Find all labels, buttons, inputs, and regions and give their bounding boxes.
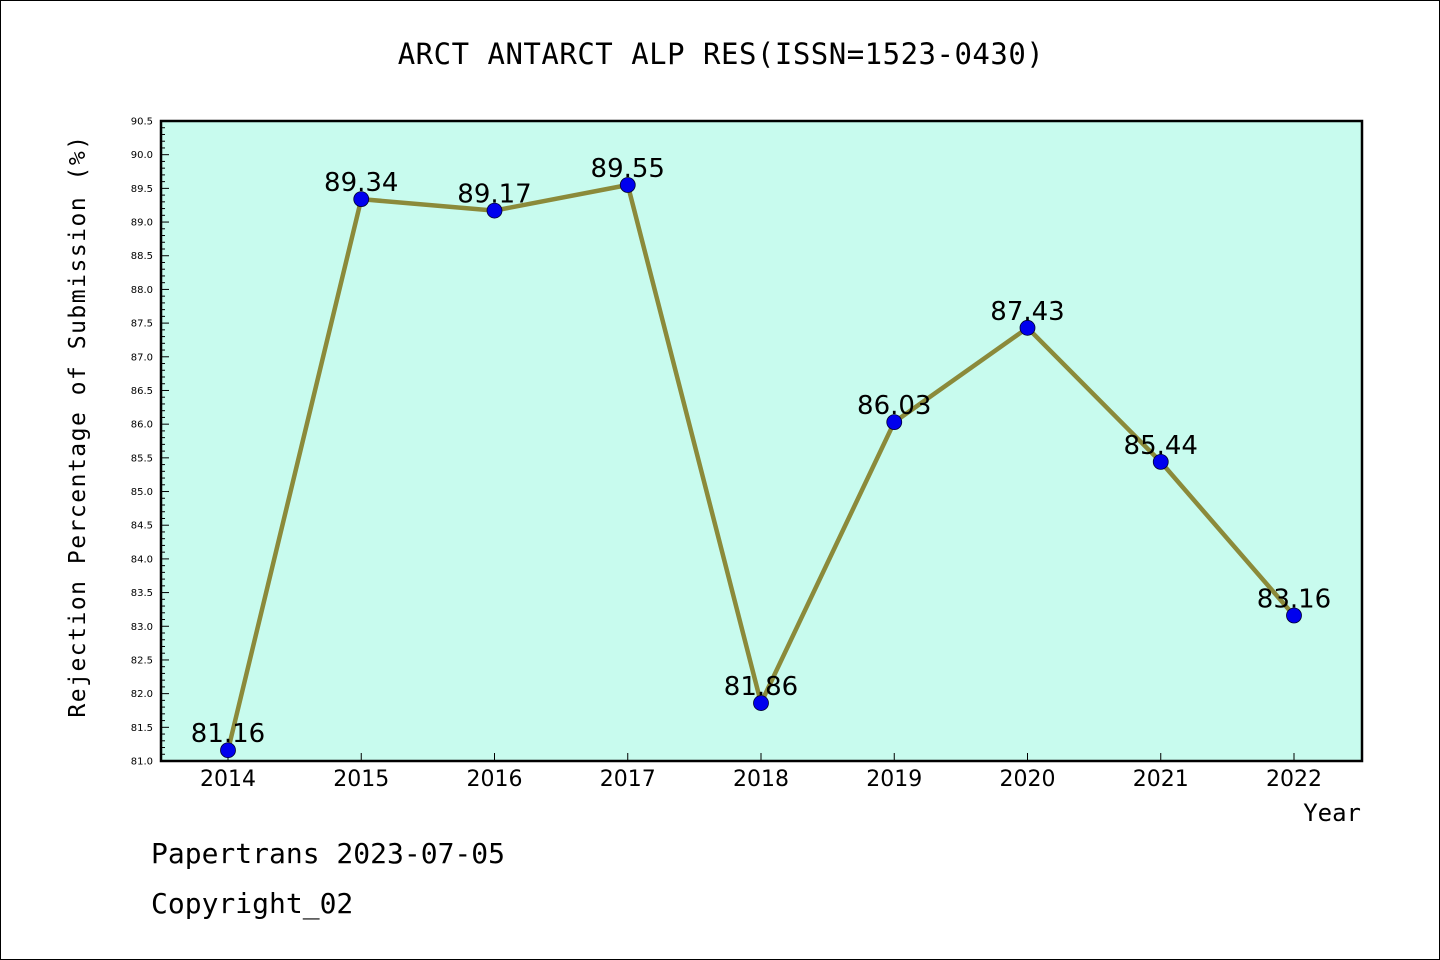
x-tick-label: 2020 bbox=[1000, 767, 1056, 792]
data-label: 81.16 bbox=[191, 719, 265, 749]
y-axis-label: Rejection Percentage of Submission (%) bbox=[65, 134, 91, 717]
data-point bbox=[220, 742, 236, 759]
y-tick-label: 85.5 bbox=[131, 453, 153, 464]
x-tick-label: 2015 bbox=[333, 767, 389, 792]
plot-area bbox=[161, 121, 1362, 761]
y-tick-label: 84.5 bbox=[131, 521, 153, 532]
x-tick-label: 2014 bbox=[200, 767, 256, 792]
y-tick-label: 89.0 bbox=[131, 218, 153, 229]
x-tick-label: 2019 bbox=[866, 767, 922, 792]
data-point bbox=[1286, 607, 1302, 624]
y-tick-label: 87.5 bbox=[131, 319, 153, 330]
data-point bbox=[1152, 453, 1169, 470]
y-tick-label: 86.0 bbox=[131, 420, 153, 431]
data-point bbox=[753, 695, 769, 711]
data-point bbox=[1019, 319, 1036, 336]
x-axis-label: Year bbox=[1303, 799, 1361, 827]
y-tick-label: 88.0 bbox=[131, 285, 153, 296]
y-tick-label: 82.0 bbox=[131, 689, 153, 700]
y-tick-label: 84.0 bbox=[131, 554, 153, 565]
data-point bbox=[886, 414, 903, 431]
y-tick-label: 90.0 bbox=[131, 150, 153, 161]
x-tick-label: 2018 bbox=[733, 767, 789, 792]
y-tick-label: 81.5 bbox=[131, 723, 153, 734]
plot-border bbox=[159, 119, 1364, 763]
data-label: 83.16 bbox=[1257, 584, 1331, 614]
x-tick-label: 2021 bbox=[1133, 767, 1189, 792]
y-tick-label: 89.5 bbox=[131, 184, 153, 195]
x-tick-label: 2016 bbox=[467, 767, 523, 792]
data-label: 85.44 bbox=[1124, 431, 1198, 461]
y-tick-label: 88.5 bbox=[131, 251, 153, 262]
data-label: 86.03 bbox=[857, 391, 931, 421]
y-tick-label: 90.5 bbox=[131, 117, 153, 128]
chart-title: ARCT ANTARCT ALP RES(ISSN=1523-0430) bbox=[397, 37, 1045, 71]
x-tick-label: 2017 bbox=[600, 767, 656, 792]
data-label: 81.86 bbox=[724, 672, 798, 702]
y-tick-label: 86.5 bbox=[131, 386, 153, 397]
y-tick-label: 83.5 bbox=[131, 588, 153, 599]
x-tick-label: 2022 bbox=[1266, 767, 1322, 792]
data-point bbox=[486, 202, 503, 219]
y-tick-label: 83.0 bbox=[131, 622, 153, 633]
footer-date: Papertrans 2023-07-05 bbox=[151, 837, 506, 870]
y-tick-label: 85.0 bbox=[131, 487, 153, 498]
data-point bbox=[353, 191, 370, 208]
data-label: 89.55 bbox=[591, 154, 665, 184]
footer-copyright: Copyright_02 bbox=[151, 887, 354, 920]
y-tick-label: 81.0 bbox=[131, 757, 153, 768]
data-label: 87.43 bbox=[990, 297, 1064, 327]
data-point bbox=[619, 177, 636, 193]
data-label: 89.17 bbox=[457, 180, 531, 210]
y-tick-label: 82.5 bbox=[131, 655, 153, 666]
data-label: 89.34 bbox=[324, 168, 398, 198]
y-tick-label: 87.0 bbox=[131, 352, 153, 363]
